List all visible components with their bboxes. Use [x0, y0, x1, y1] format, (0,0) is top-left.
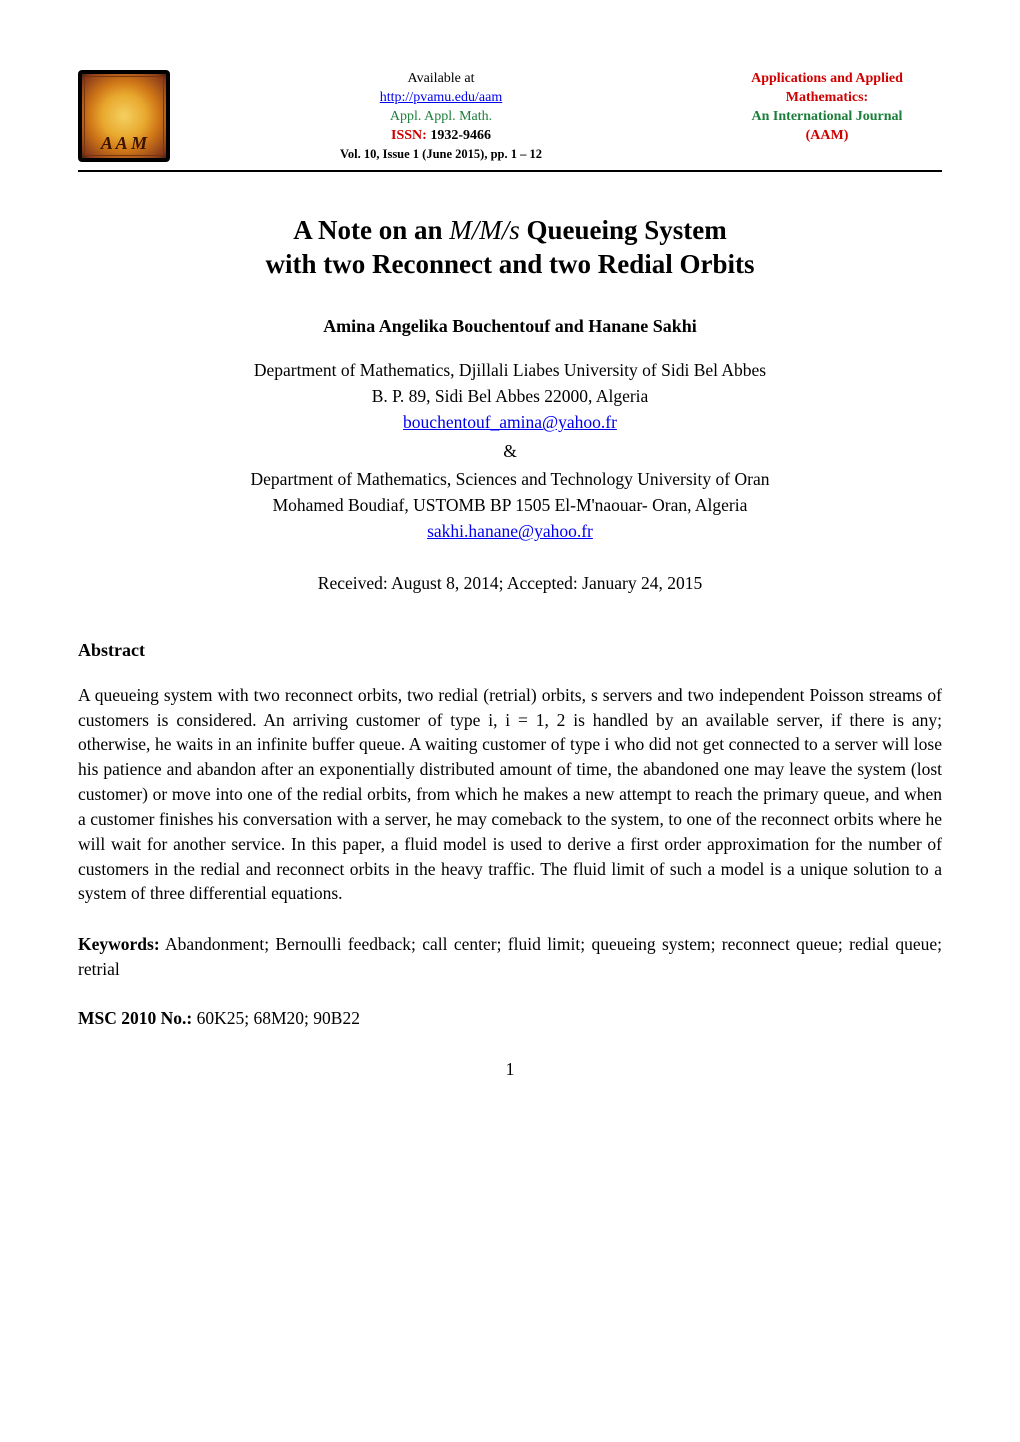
journal-name-line1: Applications and Applied [712, 70, 942, 89]
affil-dept-2: Department of Mathematics, Sciences and … [78, 466, 942, 492]
title-part1b: Queueing System [520, 215, 727, 245]
abstract-text: A queueing system with two reconnect orb… [78, 683, 942, 907]
logo-text: A A M [80, 133, 168, 154]
journal-url-link[interactable]: http://pvamu.edu/aam [380, 90, 502, 105]
title-part1: A Note on an [293, 215, 449, 245]
msc-block: MSC 2010 No.: 60K25; 68M20; 90B22 [78, 1008, 942, 1029]
journal-header: A A M Available at http://pvamu.edu/aam … [78, 70, 942, 162]
available-at-label: Available at [188, 70, 694, 89]
author-email-2[interactable]: sakhi.hanane@yahoo.fr [427, 521, 593, 541]
header-center-block: Available at http://pvamu.edu/aam Appl. … [188, 70, 694, 162]
affil-addr-2: Mohamed Boudiaf, USTOMB BP 1505 El-M'nao… [78, 492, 942, 518]
msc-label: MSC 2010 No.: [78, 1008, 192, 1028]
keywords-text: Abandonment; Bernoulli feedback; call ce… [78, 934, 942, 979]
keywords-block: Keywords: Abandonment; Bernoulli feedbac… [78, 932, 942, 982]
header-right-block: Applications and Applied Mathematics: An… [712, 70, 942, 146]
journal-subtitle: An International Journal [712, 108, 942, 127]
title-mms: M/M/s [449, 215, 520, 245]
volume-issue-line: Vol. 10, Issue 1 (June 2015), pp. 1 – 12 [188, 146, 694, 163]
affil-addr-1: B. P. 89, Sidi Bel Abbes 22000, Algeria [78, 383, 942, 409]
header-divider [78, 170, 942, 172]
page-number: 1 [78, 1059, 942, 1080]
received-accepted-dates: Received: August 8, 2014; Accepted: Janu… [78, 573, 942, 594]
affil-dept-1: Department of Mathematics, Djillali Liab… [78, 357, 942, 383]
journal-logo: A A M [78, 70, 170, 162]
author-email-1[interactable]: bouchentouf_amina@yahoo.fr [403, 412, 617, 432]
author-names: Amina Angelika Bouchentouf and Hanane Sa… [78, 316, 942, 337]
issn-number: 1932-9466 [430, 128, 491, 143]
title-part2: with two Reconnect and two Redial Orbits [266, 249, 755, 279]
affil-ampersand: & [78, 438, 942, 464]
paper-title: A Note on an M/M/s Queueing System with … [78, 214, 942, 282]
affiliations-block: Department of Mathematics, Djillali Liab… [78, 357, 942, 545]
issn-label: ISSN: [391, 128, 427, 143]
journal-acronym: (AAM) [712, 127, 942, 146]
msc-text: 60K25; 68M20; 90B22 [192, 1008, 360, 1028]
journal-name-line2: Mathematics: [712, 89, 942, 108]
keywords-label: Keywords: [78, 934, 160, 954]
abstract-heading: Abstract [78, 640, 942, 661]
journal-abbrev: Appl. Appl. Math. [188, 108, 694, 127]
